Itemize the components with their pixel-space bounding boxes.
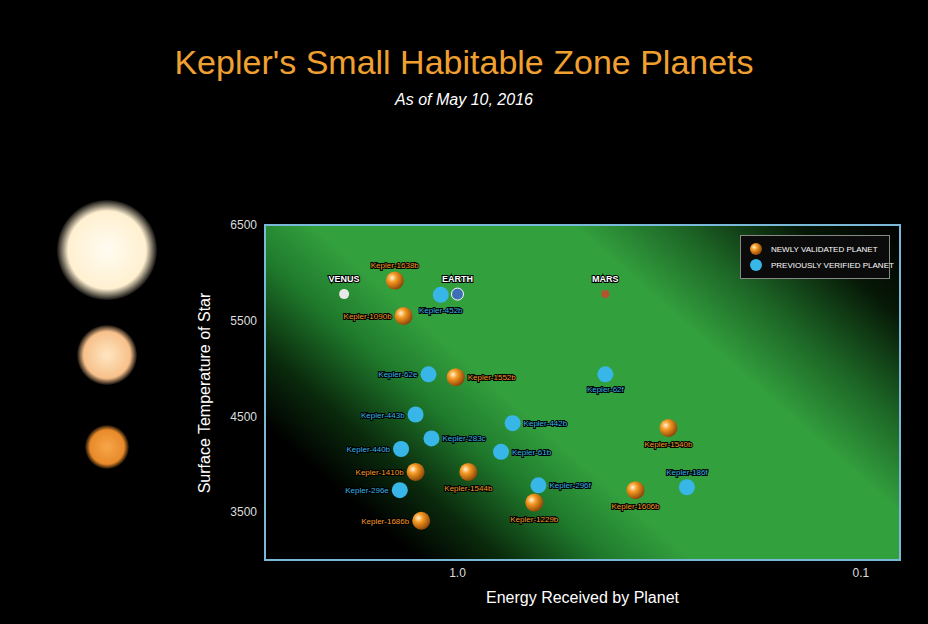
- svg-text:Kepler-1540b: Kepler-1540b: [644, 440, 693, 449]
- html-text:Energy Received by Planet: Energy Received by Planet: [486, 589, 679, 606]
- html-text:As of May 10, 2016: As of May 10, 2016: [395, 91, 533, 108]
- svg-text:Kepler-1686b: Kepler-1686b: [361, 517, 410, 526]
- html-text:NEWLY VALIDATED PLANET: NEWLY VALIDATED PLANET: [771, 244, 878, 254]
- svg-text:Kepler-1606b: Kepler-1606b: [611, 502, 660, 511]
- svg-text:Kepler-442b: Kepler-442b: [524, 419, 568, 428]
- svg-text:Kepler-1410b: Kepler-1410b: [356, 468, 405, 477]
- svg-text:4500: 4500: [230, 410, 257, 424]
- svg-text:Kepler-1638b: Kepler-1638b: [371, 261, 420, 270]
- svg-text:MARS: MARS: [592, 274, 619, 284]
- svg-text:6500: 6500: [230, 218, 257, 232]
- svg-text:Kepler-452b: Kepler-452b: [419, 306, 463, 315]
- svg-text:Kepler-186f: Kepler-186f: [666, 468, 708, 477]
- svg-text:Kepler-1552b: Kepler-1552b: [468, 373, 517, 382]
- html-text:Kepler's Small Habitable Zone: Kepler's Small Habitable Zone Planets: [174, 43, 754, 81]
- svg-text:Kepler-440b: Kepler-440b: [346, 445, 390, 454]
- svg-text:Kepler-296f: Kepler-296f: [549, 481, 591, 490]
- svg-text:Kepler-61b: Kepler-61b: [512, 448, 552, 457]
- svg-text:3500: 3500: [230, 505, 257, 519]
- svg-text:0.1: 0.1: [853, 566, 870, 580]
- svg-text:Kepler-296e: Kepler-296e: [345, 486, 389, 495]
- svg-text:EARTH: EARTH: [442, 274, 473, 284]
- svg-text:VENUS: VENUS: [329, 274, 360, 284]
- html-text:PREVIOUSLY VERIFIED PLANET: PREVIOUSLY VERIFIED PLANET: [771, 260, 894, 270]
- svg-text:1.0: 1.0: [449, 566, 466, 580]
- svg-text:Kepler-283c: Kepler-283c: [442, 434, 485, 443]
- html-text:Surface Temperature of Star: Surface Temperature of Star: [196, 292, 213, 493]
- svg-text:Kepler-1229b: Kepler-1229b: [510, 515, 559, 524]
- svg-text:Kepler-1090b: Kepler-1090b: [344, 312, 393, 321]
- svg-text:Kepler-62f: Kepler-62f: [587, 385, 625, 394]
- svg-text:5500: 5500: [230, 314, 257, 328]
- svg-text:Kepler-443b: Kepler-443b: [361, 411, 405, 420]
- svg-text:Kepler-1544b: Kepler-1544b: [444, 484, 493, 493]
- svg-text:Kepler-62e: Kepler-62e: [378, 370, 418, 379]
